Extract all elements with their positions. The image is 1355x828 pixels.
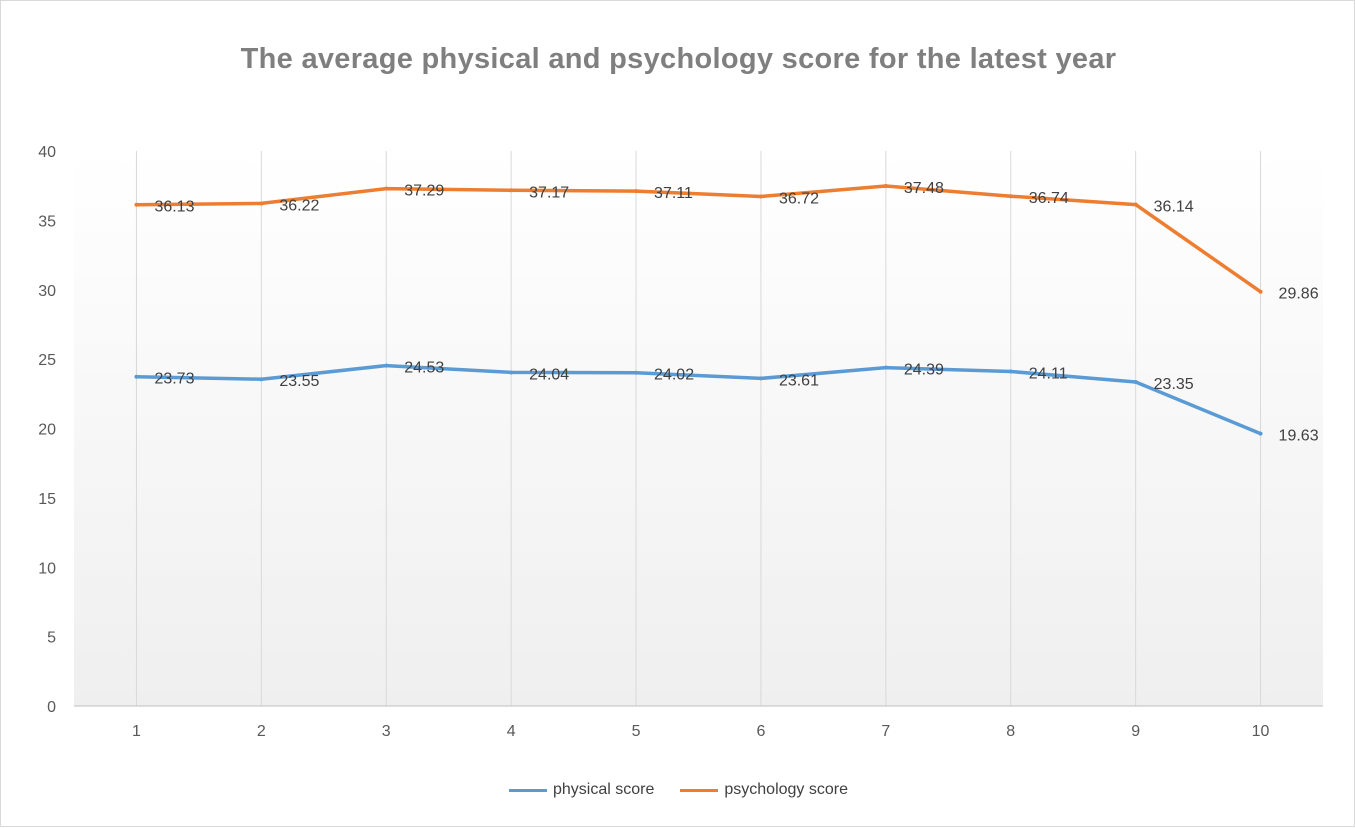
data-point (758, 194, 763, 199)
data-label: 36.13 (154, 199, 194, 216)
legend-swatch-psychology (680, 788, 719, 792)
data-label: 23.73 (154, 371, 194, 388)
data-label: 24.53 (404, 360, 444, 377)
legend-swatch-physical (509, 788, 547, 792)
data-label: 24.04 (529, 366, 569, 383)
data-label: 29.86 (1279, 286, 1319, 303)
legend-item-physical: physical score (509, 781, 654, 799)
data-point (883, 183, 888, 188)
y-tick-label: 15 (38, 491, 56, 508)
data-label: 37.17 (529, 184, 569, 201)
data-point (1008, 194, 1013, 199)
data-label: 36.22 (279, 197, 319, 214)
data-point (1133, 202, 1138, 207)
chart-title: The average physical and psychology scor… (240, 43, 1117, 75)
data-point (509, 370, 514, 375)
data-label: 24.39 (904, 362, 944, 379)
x-tick-label: 3 (382, 723, 391, 740)
data-label: 24.11 (1029, 365, 1068, 382)
data-point (1008, 369, 1013, 374)
data-point (634, 189, 639, 194)
data-point (134, 374, 139, 379)
data-point (509, 188, 514, 193)
data-point (634, 370, 639, 375)
data-label: 36.74 (1029, 190, 1069, 207)
legend-item-psychology: psychology score (680, 781, 848, 799)
data-point (1258, 289, 1263, 294)
data-label: 23.61 (779, 372, 819, 389)
legend-label-psychology: psychology score (724, 781, 848, 798)
data-label: 37.11 (654, 185, 693, 202)
data-label: 19.63 (1279, 428, 1319, 445)
data-point (883, 365, 888, 370)
data-point (758, 376, 763, 381)
data-point (1258, 431, 1263, 436)
plot-background (74, 151, 1323, 706)
y-tick-label: 20 (38, 422, 56, 439)
y-tick-label: 0 (47, 699, 56, 716)
legend-label-physical: physical score (553, 781, 655, 798)
x-tick-label: 7 (881, 723, 890, 740)
data-label: 36.72 (779, 191, 819, 208)
x-tick-label: 6 (756, 723, 765, 740)
x-tick-label: 1 (132, 723, 141, 740)
y-tick-label: 10 (38, 560, 56, 577)
data-point (134, 202, 139, 207)
data-point (259, 201, 264, 206)
data-point (1133, 380, 1138, 385)
data-label: 23.35 (1154, 376, 1194, 393)
chart-legend: physical score psychology score (1, 781, 1355, 799)
series-line-physical (134, 363, 1263, 436)
data-label: 36.14 (1154, 199, 1194, 216)
data-point (384, 363, 389, 368)
x-tick-label: 9 (1131, 723, 1140, 740)
data-label: 37.48 (904, 180, 944, 197)
x-tick-label: 10 (1252, 723, 1270, 740)
x-tick-label: 2 (257, 723, 266, 740)
x-tick-label: 4 (507, 723, 516, 740)
y-tick-label: 40 (38, 144, 56, 161)
y-tick-label: 35 (38, 213, 56, 230)
x-tick-label: 5 (632, 723, 641, 740)
y-tick-label: 5 (47, 630, 56, 647)
series-line-psychology (134, 184, 1263, 294)
data-point (259, 377, 264, 382)
y-tick-label: 25 (38, 352, 56, 369)
x-tick-label: 8 (1006, 723, 1015, 740)
y-tick-label: 30 (38, 283, 56, 300)
data-label: 23.55 (279, 373, 319, 390)
data-point (384, 186, 389, 191)
data-label: 37.29 (404, 183, 444, 200)
data-label: 24.02 (654, 367, 694, 384)
